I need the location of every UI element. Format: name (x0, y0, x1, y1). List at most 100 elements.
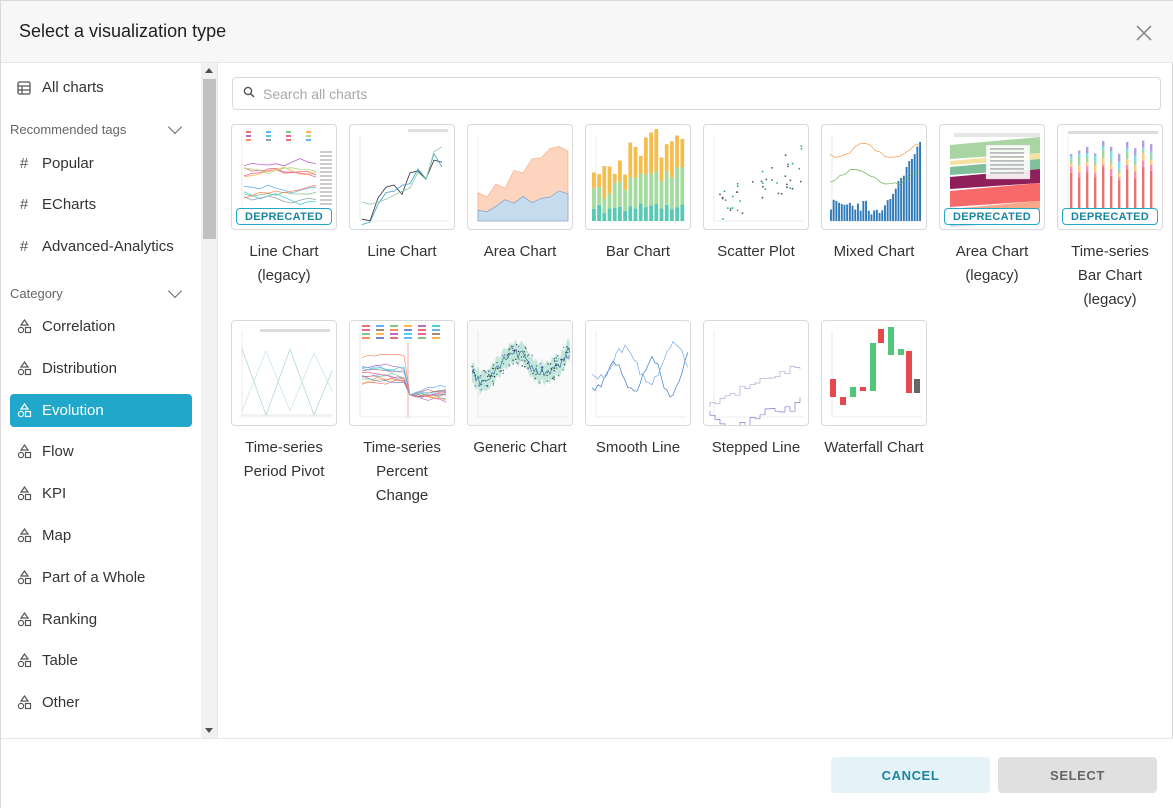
chart-thumbnail[interactable] (231, 320, 337, 426)
shapes-icon (16, 653, 32, 669)
shapes-icon (16, 695, 32, 711)
chart-card-line-chart[interactable]: Line Chart (349, 124, 455, 264)
chart-preview-image (829, 135, 922, 222)
sidebar-scrollbar[interactable] (201, 63, 218, 738)
category-heading[interactable]: Category (10, 283, 192, 303)
sidebar-item-label: All charts (42, 79, 104, 96)
sidebar-category-part-of-a-whole[interactable]: Part of a Whole (10, 561, 192, 594)
scroll-down-icon[interactable] (205, 728, 213, 733)
chart-card-scatter-plot[interactable]: Scatter Plot (703, 124, 809, 264)
chart-card-time-series-percent-change[interactable]: Time-series Percent Change (349, 320, 455, 508)
sidebar-category-other[interactable]: Other (10, 686, 192, 719)
chart-card-label: Line Chart (367, 243, 437, 260)
chart-card-bar-chart[interactable]: Bar Chart (585, 124, 691, 264)
chart-card-label: Line Chart (legacy) (249, 243, 319, 284)
modal-title: Select a visualization type (19, 21, 227, 41)
chart-thumbnail[interactable] (821, 320, 927, 426)
sidebar-item-label: Correlation (42, 318, 116, 335)
shapes-icon (16, 361, 32, 377)
search-icon (243, 85, 255, 103)
chart-preview-image (713, 135, 804, 222)
chart-card-time-series-period-pivot[interactable]: Time-series Period Pivot (231, 320, 337, 484)
chart-card-label: Scatter Plot (717, 243, 795, 260)
chart-preview-image (359, 325, 450, 418)
sidebar-item-label: KPI (42, 485, 67, 502)
hash-icon: # (19, 196, 29, 213)
modal-header: Select a visualization type (1, 1, 1173, 63)
chart-thumbnail[interactable]: DEPRECATED (231, 124, 337, 230)
deprecated-badge: DEPRECATED (1062, 208, 1158, 225)
sidebar-category-ranking[interactable]: Ranking (10, 603, 192, 636)
chart-thumbnail[interactable] (585, 124, 691, 230)
shapes-icon (16, 486, 32, 502)
chart-thumbnail[interactable] (703, 320, 809, 426)
chart-card-time-series-bar-chart-legacy[interactable]: DEPRECATED Time-series Bar Chart (legacy) (1057, 124, 1163, 312)
chart-thumbnail[interactable] (585, 320, 691, 426)
sidebar-item-label: Map (42, 527, 72, 544)
hash-icon: # (19, 238, 29, 255)
search-box[interactable] (232, 77, 1161, 110)
sidebar-item-label: Other (42, 694, 80, 711)
chart-card-mixed-chart[interactable]: Mixed Chart (821, 124, 927, 264)
chart-card-label: Time-series Percent Change (363, 439, 441, 504)
chart-thumbnail[interactable]: DEPRECATED (939, 124, 1045, 230)
sidebar-category-flow[interactable]: Flow (10, 435, 192, 468)
sidebar-category-map[interactable]: Map (10, 519, 192, 552)
chart-preview-image (241, 131, 332, 222)
chart-thumbnail[interactable] (467, 320, 573, 426)
chart-preview-image (709, 331, 804, 425)
sidebar-tag-echarts[interactable]: # ECharts (10, 188, 192, 221)
chart-card-label: Generic Chart (473, 439, 567, 456)
chart-thumbnail[interactable] (349, 320, 455, 426)
shapes-icon (16, 528, 32, 544)
shapes-icon (16, 570, 32, 586)
chart-preview-image (359, 129, 450, 225)
sidebar-category-correlation[interactable]: Correlation (10, 310, 192, 343)
sidebar-item-label: Distribution (42, 360, 118, 377)
chart-thumbnail[interactable] (703, 124, 809, 230)
sidebar-tag-advanced-analytics[interactable]: # Advanced-Analytics (10, 230, 192, 263)
sidebar-item-label: Flow (42, 443, 74, 460)
close-icon[interactable] (1134, 23, 1154, 43)
chart-preview-image (830, 327, 922, 418)
cancel-button[interactable]: CANCEL (831, 757, 990, 793)
hash-icon: # (19, 155, 29, 172)
sidebar-category-distribution[interactable]: Distribution (10, 352, 192, 385)
chart-preview-image (477, 135, 569, 222)
select-button[interactable]: SELECT (998, 757, 1157, 793)
chart-card-stepped-line[interactable]: Stepped Line (703, 320, 809, 460)
chart-thumbnail[interactable] (821, 124, 927, 230)
chart-card-area-chart-legacy[interactable]: DEPRECATED Area Chart (legacy) (939, 124, 1045, 288)
chart-card-label: Smooth Line (595, 439, 681, 456)
chart-card-label: Mixed Chart (833, 243, 915, 260)
chart-card-area-chart[interactable]: Area Chart (467, 124, 573, 264)
shapes-icon (16, 319, 32, 335)
sidebar-category-kpi[interactable]: KPI (10, 477, 192, 510)
chart-card-smooth-line[interactable]: Smooth Line (585, 320, 691, 460)
chart-card-label: Time-series Period Pivot (243, 439, 325, 480)
chart-card-line-chart-legacy[interactable]: DEPRECATED Line Chart (legacy) (231, 124, 337, 288)
chart-preview-image (592, 129, 686, 222)
chart-thumbnail[interactable]: DEPRECATED (1057, 124, 1163, 230)
sidebar-category-table[interactable]: Table (10, 644, 192, 677)
chart-thumbnail[interactable] (467, 124, 573, 230)
sidebar-item-label: Advanced-Analytics (42, 238, 174, 255)
chart-card-generic-chart[interactable]: Generic Chart (467, 320, 573, 460)
search-input[interactable] (263, 85, 1143, 102)
recommended-tags-heading[interactable]: Recommended tags (10, 119, 192, 139)
sidebar-category-evolution[interactable]: Evolution (10, 394, 192, 427)
deprecated-badge: DEPRECATED (236, 208, 332, 225)
chart-preview-image (591, 331, 689, 418)
sidebar-tag-popular[interactable]: # Popular (10, 147, 192, 180)
chart-thumbnail[interactable] (349, 124, 455, 230)
sidebar-item-all-charts[interactable]: All charts (10, 71, 192, 104)
sidebar-item-label: Evolution (42, 402, 104, 419)
chevron-down-icon (167, 119, 183, 135)
shapes-icon (16, 444, 32, 460)
scroll-up-icon[interactable] (205, 68, 213, 73)
scrollbar-thumb[interactable] (203, 79, 216, 239)
shapes-icon (16, 403, 32, 419)
deprecated-badge: DEPRECATED (944, 208, 1040, 225)
chart-card-waterfall-chart[interactable]: Waterfall Chart (821, 320, 927, 460)
